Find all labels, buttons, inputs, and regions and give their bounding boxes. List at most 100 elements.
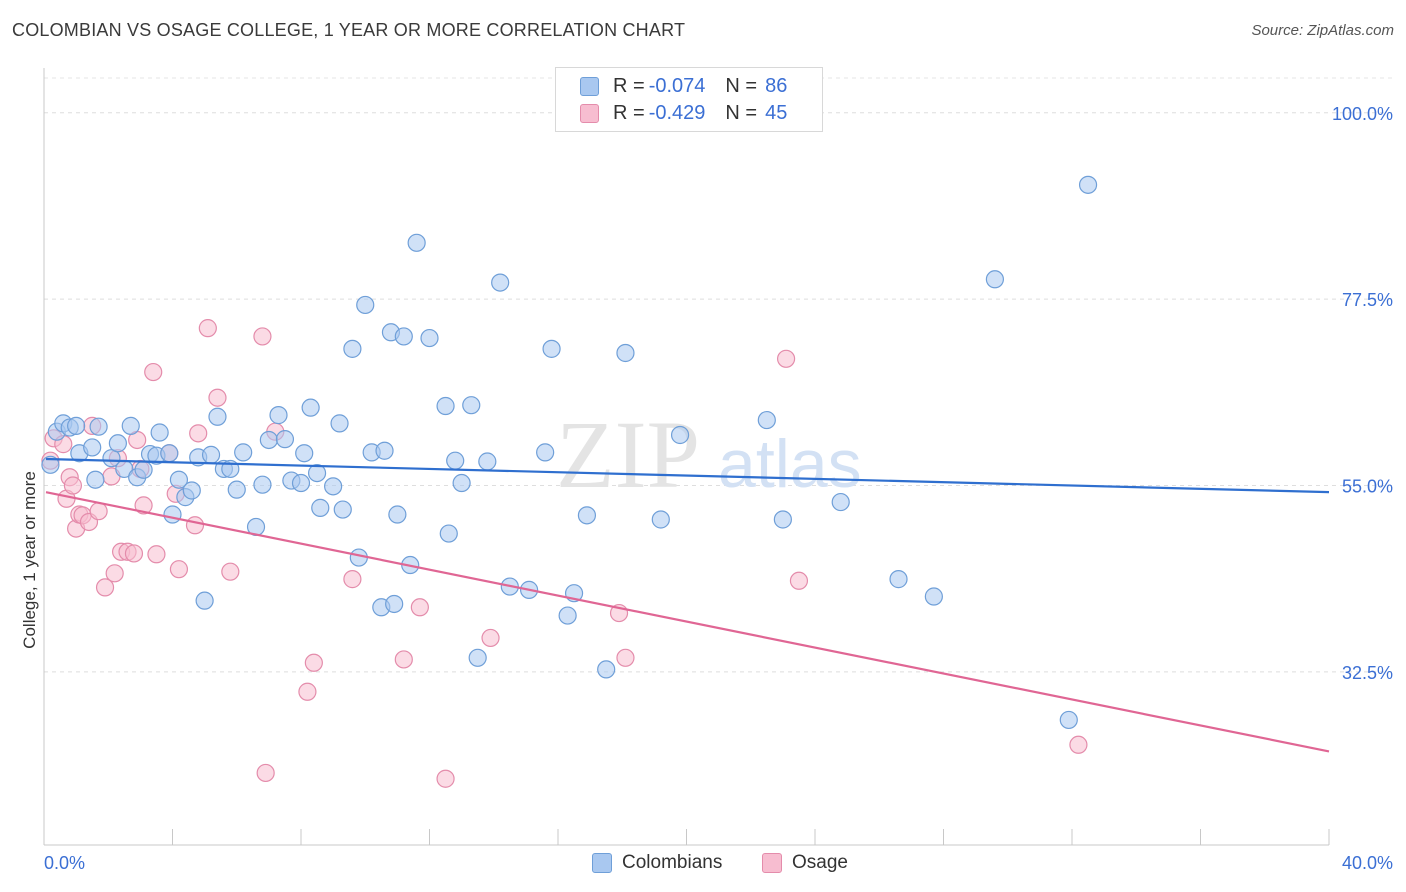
n-label: N =: [725, 101, 758, 124]
data-point: [446, 451, 465, 470]
osage-swatch: [580, 103, 599, 123]
data-point: [253, 327, 272, 346]
watermark: ZIP atlas: [556, 401, 862, 508]
data-point: [385, 594, 404, 614]
data-point: [407, 233, 426, 252]
data-point: [651, 510, 670, 529]
osage-swatch: [762, 853, 782, 873]
data-point: [333, 500, 352, 519]
data-point: [831, 492, 850, 512]
data-point: [189, 424, 208, 443]
data-point: [616, 343, 635, 363]
data-point: [536, 443, 555, 462]
n-label: N =: [725, 74, 758, 97]
data-point: [304, 653, 323, 672]
data-point: [95, 578, 115, 597]
data-point: [420, 328, 439, 348]
data-point: [185, 516, 205, 535]
data-point: [150, 423, 169, 442]
data-point: [227, 480, 246, 499]
data-point: [481, 628, 500, 648]
data-point: [63, 476, 83, 495]
data-point: [388, 505, 407, 524]
data-point: [597, 660, 616, 679]
data-point: [124, 544, 144, 563]
data-point: [169, 560, 189, 579]
x-tick-label: 40.0%: [1342, 853, 1393, 873]
data-point: [462, 396, 481, 415]
data-point: [86, 470, 105, 489]
data-point: [773, 510, 792, 529]
r-value: -0.429: [648, 101, 706, 124]
data-point: [198, 319, 217, 338]
colombians-trend-line: [45, 457, 1330, 494]
source-label: Source: ZipAtlas.com: [1251, 22, 1394, 39]
data-point: [324, 477, 343, 496]
data-point: [394, 327, 413, 346]
data-point: [577, 506, 597, 525]
data-point: [436, 769, 455, 788]
correlation-legend: R = -0.074 N = 86 R = -0.429 N = 45: [555, 67, 823, 132]
trend-lines: [45, 457, 1330, 753]
y-tick-label: 77.5%: [1342, 290, 1393, 310]
data-point: [776, 349, 796, 368]
data-point: [298, 682, 317, 701]
colombians-points: [41, 175, 1098, 730]
grid-lines: [44, 77, 1395, 673]
data-point: [108, 434, 127, 453]
data-point: [295, 444, 314, 463]
legend-item-colombians[interactable]: Colombians: [592, 852, 722, 874]
data-point: [182, 481, 201, 500]
osage-points: [41, 319, 1088, 788]
data-point: [208, 407, 227, 426]
data-point: [436, 396, 455, 416]
chart-title: COLOMBIAN VS OSAGE COLLEGE, 1 YEAR OR MO…: [12, 20, 686, 40]
data-point: [410, 598, 429, 617]
n-value: 45: [765, 101, 788, 124]
data-point: [558, 606, 577, 625]
y-tick-label: 100.0%: [1332, 104, 1393, 124]
data-point: [221, 562, 240, 581]
data-point: [343, 570, 362, 589]
watermark-zip: ZIP: [556, 401, 700, 508]
watermark-atlas: atlas: [718, 426, 862, 502]
y-axis-label: College, 1 year or more: [20, 471, 39, 649]
data-point: [269, 406, 288, 425]
legend-label-osage: Osage: [792, 852, 848, 873]
data-point: [169, 470, 189, 489]
data-point: [121, 416, 140, 435]
data-point: [330, 414, 349, 433]
data-point: [275, 430, 295, 449]
data-point: [757, 410, 776, 430]
r-label: R =: [613, 101, 645, 124]
data-point: [160, 444, 179, 463]
legend-item-osage[interactable]: Osage: [762, 852, 848, 874]
data-point: [301, 398, 320, 417]
data-point: [924, 587, 943, 606]
n-value: 86: [765, 74, 788, 97]
legend-label-colombians: Colombians: [622, 852, 723, 873]
data-point: [356, 295, 375, 315]
data-point: [439, 524, 458, 543]
data-point: [144, 362, 163, 382]
data-point: [670, 425, 690, 445]
data-point: [1078, 175, 1098, 194]
data-point: [478, 452, 497, 471]
x-tick-label: 0.0%: [44, 853, 85, 873]
data-point: [147, 545, 166, 564]
data-point: [89, 502, 108, 521]
data-point: [89, 417, 108, 436]
data-point: [41, 455, 60, 474]
r-label: R =: [613, 74, 645, 97]
colombians-swatch: [592, 853, 612, 873]
data-point: [201, 445, 221, 464]
y-tick-label: 32.5%: [1342, 663, 1393, 683]
data-point: [311, 498, 330, 517]
data-point: [253, 475, 272, 494]
data-point: [134, 460, 153, 479]
data-point: [291, 473, 311, 493]
colombians-swatch: [580, 76, 599, 96]
data-point: [616, 648, 635, 667]
data-point: [234, 443, 253, 462]
